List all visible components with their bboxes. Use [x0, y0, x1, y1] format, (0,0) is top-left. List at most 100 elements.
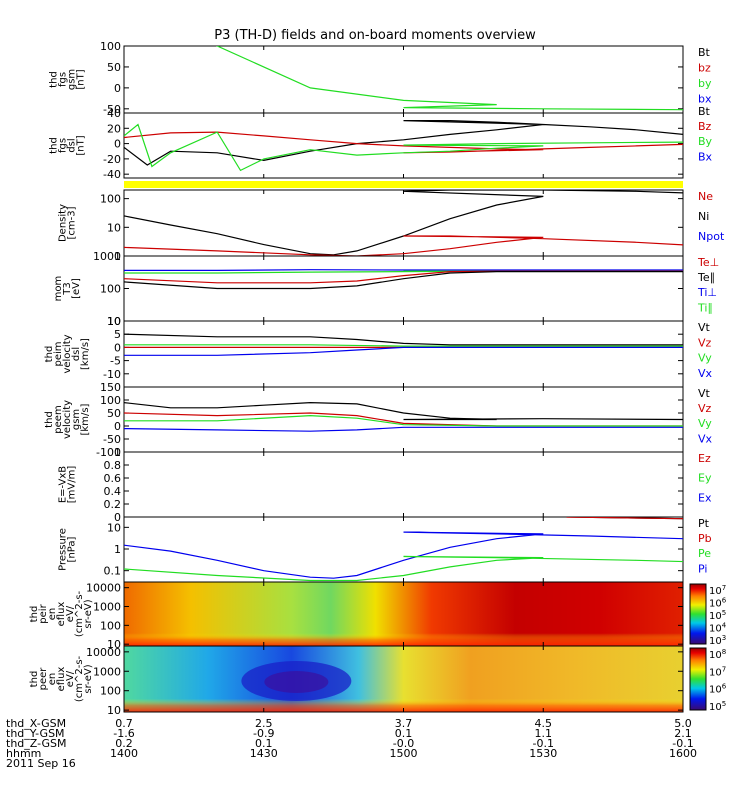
y-axis-label: eV/ [65, 605, 76, 622]
y-axis-label: thd [49, 137, 60, 154]
y-axis-label: (cm^2-s- [74, 590, 85, 637]
series-line-Ti⊥ [124, 269, 683, 271]
y-axis-label: [nT] [76, 69, 87, 89]
spectrogram-core-inner [264, 671, 329, 693]
legend-label-Vt: Vt [698, 321, 711, 334]
series-line-Bt [124, 120, 683, 166]
series-line-Pi [124, 531, 683, 579]
y-axis-label: velocity [62, 400, 73, 439]
y-axis-label: peir [38, 603, 49, 623]
y-axis-label: [km/s] [80, 338, 91, 370]
y-axis-label: dsl [67, 138, 78, 152]
y-tick-label: 100 [100, 685, 121, 698]
panel-frame [123, 45, 684, 114]
y-tick-label: 0 [114, 341, 121, 354]
y-axis-label: Pressure [58, 528, 69, 571]
colorbar-peir_eflux [689, 583, 707, 645]
legend-label-Vz: Vz [698, 336, 712, 349]
y-tick-label: 10 [107, 315, 121, 328]
legend-label-Bz: Bz [698, 120, 712, 133]
y-tick-label: 10 [107, 315, 121, 328]
x-axis-value: 1600 [669, 747, 697, 760]
series-line-by [215, 46, 683, 111]
y-tick-label: 10000 [86, 646, 121, 659]
y-axis-label: velocity [62, 334, 73, 373]
series-line-Vy [124, 414, 683, 427]
legend-label-Ex: Ex [698, 491, 712, 504]
date-label: 2011 Sep 16 [6, 757, 76, 770]
x-axis-value: 1400 [110, 747, 138, 760]
series-line-Te∥ [124, 271, 683, 290]
colorbar-tick-label: 107 [709, 665, 726, 678]
y-axis-label: fgs [58, 72, 69, 87]
spectrogram-lowenergy-peir_eflux [124, 582, 683, 646]
series-line-Vy [124, 344, 683, 347]
y-tick-label: 0.2 [104, 498, 122, 511]
y-tick-label: 50 [107, 61, 121, 74]
panel-peer_eflux: 108 107 106 105 10000 1000 100 10 thdpeereneflux… [29, 645, 727, 717]
y-axis-label: eflux [56, 667, 67, 692]
y-tick-label: 0.1 [104, 565, 122, 578]
x-axis-value: 2.5 [255, 717, 273, 730]
y-axis-label: [nT] [76, 135, 87, 155]
x-axis-value: -0.0 [393, 737, 414, 750]
y-axis-label: sr-eV) [83, 664, 94, 693]
x-axis-value: 2.1 [674, 727, 692, 740]
x-axis-value: 1530 [529, 747, 557, 760]
y-tick-label: 100 [100, 394, 121, 407]
legend-label-Bx: Bx [698, 150, 713, 163]
y-axis-label: [cm-3] [67, 206, 78, 239]
y-tick-label: 0.8 [104, 459, 122, 472]
colorbar-tick-label: 105 [709, 700, 726, 713]
y-axis-label: thd [49, 71, 60, 88]
y-tick-label: -5 [110, 355, 121, 368]
y-tick-label: 100 [100, 283, 121, 296]
series-line-By [124, 123, 683, 172]
legend-label-Vy: Vy [698, 417, 712, 430]
y-axis-label: E=-VxB [58, 466, 69, 503]
y-tick-label: -40 [103, 168, 121, 181]
legend-label-Pb: Pb [698, 532, 712, 545]
series-line-Vx [124, 346, 683, 356]
y-tick-label: 1 [114, 446, 121, 459]
series-line-Pe [124, 555, 683, 582]
y-axis-label: eV/ [65, 670, 76, 687]
series-line-Ne [124, 235, 683, 256]
y-tick-label: 0 [114, 511, 121, 524]
legend-label-Ti⊥: Ti⊥ [697, 286, 717, 299]
x-axis-value: -0.1 [533, 737, 554, 750]
legend-label-Vz: Vz [698, 402, 712, 415]
y-axis-label: [nPa] [67, 536, 78, 562]
x-axis-value: 1.1 [535, 727, 553, 740]
x-axis-value: 5.0 [674, 717, 692, 730]
y-tick-label: 5 [114, 328, 121, 341]
y-axis-label: dsl [71, 347, 82, 361]
legend-label-Ti∥: Ti∥ [697, 301, 713, 314]
legend-label-Ey: Ey [698, 472, 712, 485]
y-axis-label: sr-eV) [83, 599, 94, 628]
panel-frame [123, 255, 684, 322]
y-tick-label: 1000 [93, 250, 121, 263]
series-line-Vx [124, 426, 683, 432]
panel-frame [123, 451, 684, 518]
y-tick-label: 1 [114, 250, 121, 263]
panel-density: 100 10 1 Density[cm-3] Ne Ni Npot [58, 189, 725, 263]
colorbar-peer_eflux [689, 647, 707, 711]
x-axis-value: -1.6 [113, 727, 134, 740]
series-line-Pb [566, 517, 683, 524]
y-tick-label: 10 [107, 704, 121, 717]
colorbar-tick-label: 103 [709, 634, 726, 647]
colorbar-tick-label: 106 [709, 597, 727, 610]
y-axis-label: thd [44, 411, 55, 428]
x-axis-value: 0.7 [115, 717, 133, 730]
legend-label-Pi: Pi [698, 562, 707, 575]
y-tick-label: 10000 [86, 582, 121, 595]
series-line-Ni [124, 190, 683, 256]
y-tick-label: 10 [107, 638, 121, 651]
legend-label-Ni: Ni [698, 210, 709, 223]
y-tick-label: 0 [114, 82, 121, 95]
